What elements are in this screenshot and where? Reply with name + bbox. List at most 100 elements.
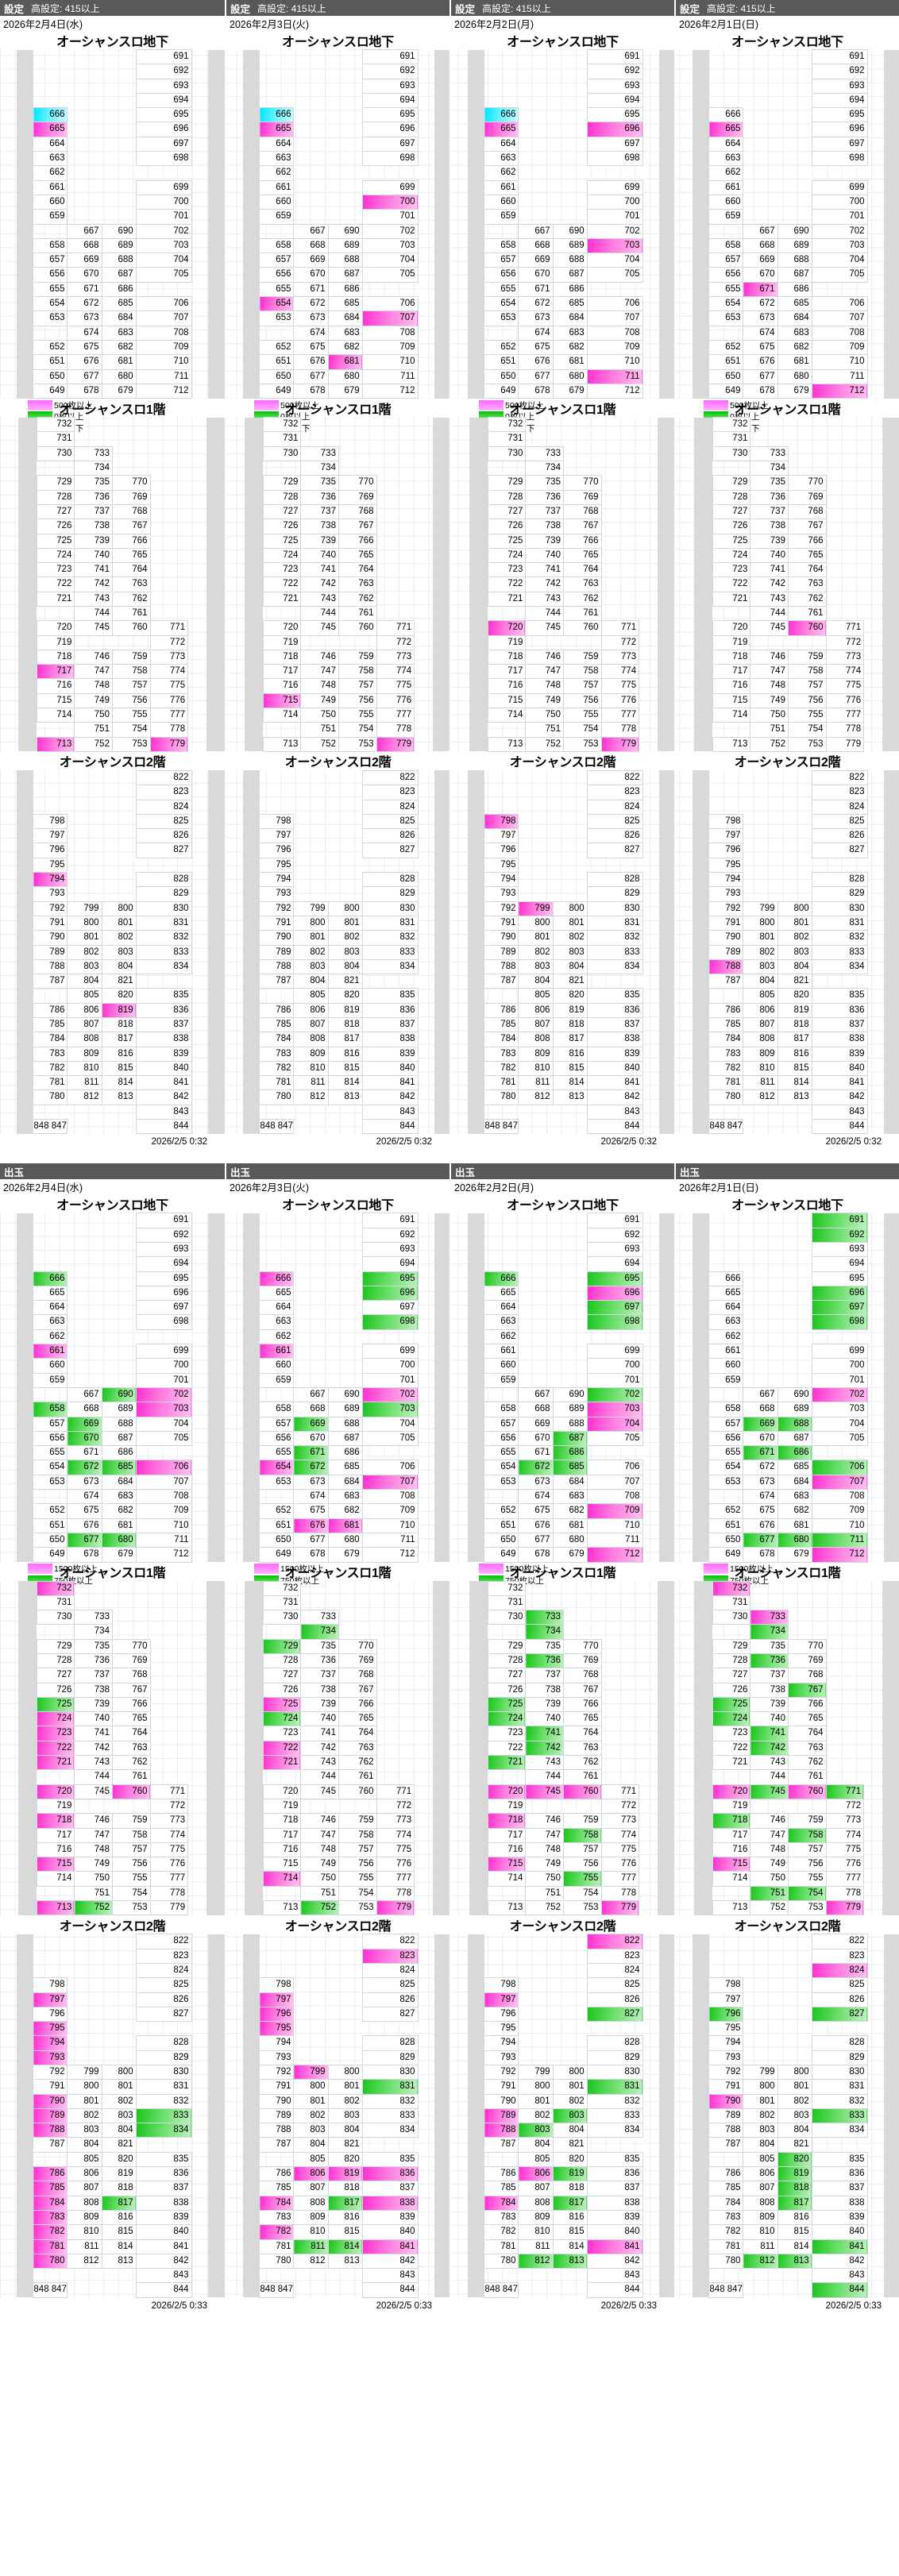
seat-cell[interactable]: 795 xyxy=(259,2021,295,2037)
seat-cell[interactable]: 695 xyxy=(811,1271,868,1286)
seat-cell[interactable]: 743 xyxy=(300,591,339,607)
seat-cell[interactable]: 806 xyxy=(293,1002,329,1019)
seat-cell[interactable]: 787 xyxy=(708,974,744,989)
seat-cell[interactable]: 656 xyxy=(33,267,68,283)
seat-cell[interactable]: 793 xyxy=(708,886,744,902)
seat-cell[interactable]: 687 xyxy=(101,1430,137,1447)
seat-cell[interactable]: 794 xyxy=(484,2035,519,2051)
seat-cell[interactable]: 694 xyxy=(586,1256,643,1272)
seat-cell[interactable]: 663 xyxy=(259,1314,295,1330)
seat-cell[interactable]: 838 xyxy=(361,1032,419,1047)
seat-cell[interactable]: 813 xyxy=(327,1089,363,1105)
seat-cell[interactable]: 837 xyxy=(586,1016,643,1033)
seat-cell[interactable]: 688 xyxy=(101,1416,137,1432)
seat-cell[interactable]: 705 xyxy=(586,267,643,283)
seat-cell[interactable]: 837 xyxy=(586,2181,643,2196)
seat-cell[interactable]: 826 xyxy=(361,828,419,844)
seat-cell[interactable]: 809 xyxy=(67,1046,102,1062)
seat-cell[interactable]: 688 xyxy=(777,253,812,268)
seat-cell[interactable]: 801 xyxy=(101,915,137,931)
seat-cell[interactable]: 665 xyxy=(259,1285,295,1301)
seat-cell[interactable]: 730 xyxy=(262,1610,302,1625)
seat-cell[interactable]: 698 xyxy=(361,1314,419,1330)
seat-cell[interactable]: 722 xyxy=(262,577,302,592)
seat-cell[interactable]: 820 xyxy=(327,988,363,1004)
seat-cell[interactable]: 660 xyxy=(259,194,295,210)
seat-cell[interactable]: 718 xyxy=(36,1813,75,1829)
seat-cell[interactable]: 703 xyxy=(811,1402,868,1417)
seat-cell[interactable]: 683 xyxy=(101,325,137,341)
seat-cell[interactable]: 652 xyxy=(708,339,744,356)
seat-cell[interactable]: 658 xyxy=(484,1402,519,1417)
seat-cell[interactable]: 692 xyxy=(361,64,419,79)
seat-cell[interactable]: 753 xyxy=(562,1900,602,1916)
seat-cell[interactable]: 797 xyxy=(33,1992,68,2007)
seat-cell[interactable]: 755 xyxy=(787,708,827,723)
seat-cell[interactable]: 830 xyxy=(135,2064,192,2080)
seat-cell[interactable]: 709 xyxy=(586,1503,643,1519)
seat-cell[interactable]: 673 xyxy=(67,1474,102,1490)
seat-cell[interactable]: 688 xyxy=(777,1416,812,1432)
seat-cell[interactable]: 724 xyxy=(36,547,75,564)
seat-cell[interactable]: 670 xyxy=(293,267,329,283)
seat-cell[interactable]: 768 xyxy=(787,503,827,520)
seat-cell[interactable]: 655 xyxy=(259,1445,295,1461)
seat-cell[interactable]: 730 xyxy=(712,445,751,462)
seat-cell[interactable]: 748 xyxy=(74,1841,113,1858)
seat-cell[interactable]: 704 xyxy=(135,253,192,268)
seat-cell[interactable]: 680 xyxy=(101,368,137,384)
seat-cell[interactable]: 819 xyxy=(101,2166,137,2182)
seat-cell[interactable]: 675 xyxy=(518,339,554,356)
seat-cell[interactable]: 777 xyxy=(376,708,415,723)
seat-cell[interactable]: 669 xyxy=(743,253,778,268)
seat-cell[interactable]: 803 xyxy=(327,944,363,960)
seat-cell[interactable]: 804 xyxy=(518,2137,554,2153)
seat-cell[interactable]: 715 xyxy=(36,1857,75,1872)
seat-cell[interactable]: 691 xyxy=(811,1213,868,1228)
seat-cell[interactable]: 671 xyxy=(743,1445,778,1461)
seat-cell[interactable]: 744 xyxy=(74,605,113,622)
seat-cell[interactable]: 720 xyxy=(487,620,527,636)
seat-cell[interactable]: 734 xyxy=(750,1624,789,1640)
seat-cell[interactable]: 781 xyxy=(484,2239,519,2254)
seat-cell[interactable]: 831 xyxy=(811,915,868,931)
seat-cell[interactable]: 840 xyxy=(586,1060,643,1077)
seat-cell[interactable]: 667 xyxy=(293,1386,329,1403)
seat-cell[interactable]: 740 xyxy=(300,547,339,564)
seat-cell[interactable]: 760 xyxy=(111,1784,151,1799)
seat-cell[interactable]: 710 xyxy=(135,354,192,370)
seat-cell[interactable]: 811 xyxy=(518,1075,554,1091)
seat-cell[interactable]: 809 xyxy=(518,1046,554,1062)
seat-cell[interactable]: 650 xyxy=(484,368,519,384)
seat-cell[interactable]: 814 xyxy=(552,1075,588,1091)
seat-cell[interactable]: 827 xyxy=(135,2006,192,2023)
seat-cell[interactable]: 848 847 846 845 xyxy=(33,2282,68,2298)
seat-cell[interactable]: 816 xyxy=(101,1046,137,1062)
seat-cell[interactable]: 774 xyxy=(149,664,189,680)
seat-cell[interactable]: 724 xyxy=(36,1711,75,1727)
seat-cell[interactable]: 737 xyxy=(74,1668,113,1683)
seat-cell[interactable]: 681 xyxy=(777,354,812,370)
seat-cell[interactable]: 692 xyxy=(135,1227,192,1243)
seat-cell[interactable]: 792 xyxy=(259,2064,295,2080)
seat-cell[interactable]: 661 xyxy=(259,1344,295,1359)
seat-cell[interactable]: 797 xyxy=(484,828,519,844)
seat-cell[interactable]: 724 xyxy=(712,547,751,564)
seat-cell[interactable]: 682 xyxy=(327,1503,363,1519)
seat-cell[interactable]: 769 xyxy=(338,489,377,505)
seat-cell[interactable]: 700 xyxy=(361,1358,419,1374)
seat-cell[interactable]: 738 xyxy=(300,519,339,534)
seat-cell[interactable]: 745 xyxy=(525,620,564,636)
seat-cell[interactable]: 744 xyxy=(750,605,789,622)
seat-cell[interactable]: 711 xyxy=(361,368,419,384)
seat-cell[interactable]: 829 xyxy=(135,886,192,902)
seat-cell[interactable]: 704 xyxy=(135,1416,192,1432)
seat-cell[interactable]: 773 xyxy=(376,649,415,665)
seat-cell[interactable]: 697 xyxy=(586,1300,643,1316)
seat-cell[interactable]: 733 xyxy=(525,445,564,462)
seat-cell[interactable]: 818 xyxy=(101,1016,137,1033)
seat-cell[interactable]: 801 xyxy=(293,930,329,946)
seat-cell[interactable]: 650 xyxy=(708,368,744,384)
seat-cell[interactable]: 675 xyxy=(518,1503,554,1519)
seat-cell[interactable]: 810 xyxy=(743,1060,778,1077)
